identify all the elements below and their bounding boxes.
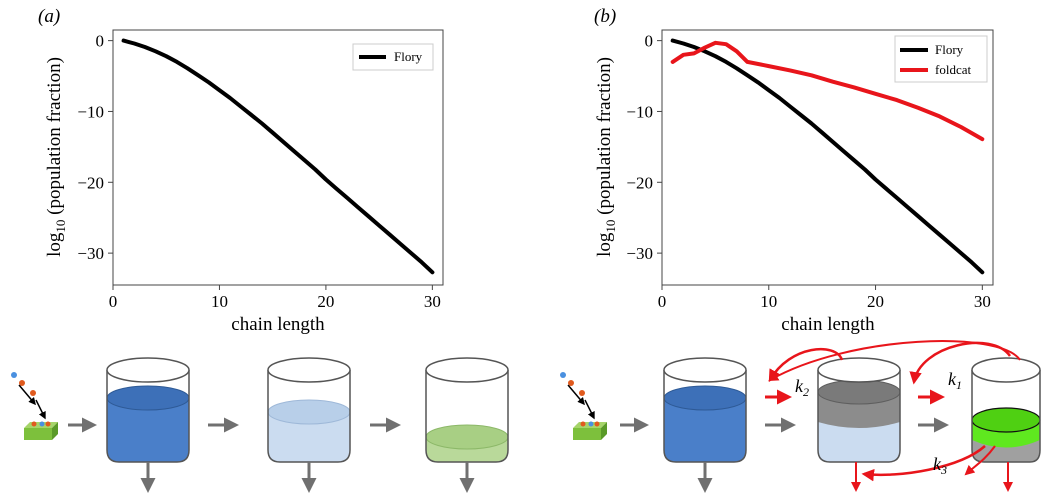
x-tick-label: 10 xyxy=(760,292,777,311)
panel-b: (b) 0 10 20 30 0 −10 −20 −30 chain length log1… xyxy=(594,6,994,335)
legend-label-flory-a: Flory xyxy=(394,49,423,64)
x-tick-label: 30 xyxy=(424,292,441,311)
diagram-a xyxy=(11,357,509,493)
reactor-tank-3-a xyxy=(425,357,509,463)
panel-a: (a) 0 10 20 30 0 −10 −20 −30 chain length log1… xyxy=(38,6,444,335)
y-tick-label: −10 xyxy=(77,102,104,121)
x-tick-label: 0 xyxy=(109,292,118,311)
y-tick-label: −20 xyxy=(626,173,653,192)
x-tick-label: 10 xyxy=(211,292,228,311)
legend-label-foldcat-b: foldcat xyxy=(935,62,971,77)
x-ticks-a: 0 10 20 30 xyxy=(109,285,441,311)
rate-label-k2: k2 xyxy=(795,376,809,399)
plot-frame-a xyxy=(112,29,444,286)
y-tick-label: −30 xyxy=(77,244,104,263)
y-ticks-b: 0 −10 −20 −30 xyxy=(626,32,662,263)
legend-box-b xyxy=(894,35,988,83)
x-tick-label: 30 xyxy=(974,292,991,311)
series-line-flory-b xyxy=(670,38,985,275)
reactor-tank-2-b xyxy=(817,357,901,463)
reactor-tank-3-b xyxy=(971,357,1041,463)
series-group-a xyxy=(121,38,435,275)
y-ticks-a: 0 −10 −20 −30 xyxy=(77,32,113,263)
x-tick-label: 0 xyxy=(658,292,667,311)
x-tick-label: 20 xyxy=(317,292,334,311)
x-axis-label-b: chain length xyxy=(781,314,875,335)
y-tick-label: −20 xyxy=(77,173,104,192)
y-tick-label: 0 xyxy=(96,32,105,51)
y-tick-label: −30 xyxy=(626,244,653,263)
x-ticks-b: 0 10 20 30 xyxy=(658,285,991,311)
reactant-surface-icon-a xyxy=(11,372,58,440)
reactant-surface-icon-b xyxy=(560,372,607,440)
series-line-foldcat-b xyxy=(670,40,985,142)
x-tick-label: 20 xyxy=(867,292,884,311)
plot-frame-b xyxy=(661,29,994,286)
x-axis-label-a: chain length xyxy=(231,314,325,335)
y-tick-label: 0 xyxy=(645,32,654,51)
legend-label-flory-b: Flory xyxy=(935,42,964,57)
panel-label-a: (a) xyxy=(38,6,60,27)
panel-label-b: (b) xyxy=(594,6,616,27)
y-axis-label-a: log10 (population fraction) xyxy=(44,57,68,257)
series-group-b xyxy=(670,38,985,275)
diagram-b: k2 k1 k3 xyxy=(560,340,1041,493)
y-axis-label-b: log10 (population fraction) xyxy=(594,57,618,257)
reactor-tank-1-a xyxy=(106,357,190,463)
catalytic-feedback-arrows xyxy=(765,340,1021,492)
reactor-tank-1-b xyxy=(663,357,747,463)
series-line-flory-a xyxy=(121,38,435,275)
y-tick-label: −10 xyxy=(626,102,653,121)
legend-a: Flory xyxy=(352,43,434,71)
reactor-tank-2-a xyxy=(267,357,351,463)
rate-label-k3: k3 xyxy=(933,454,947,477)
legend-b: Flory foldcat xyxy=(894,35,988,83)
rate-label-k1: k1 xyxy=(948,369,962,392)
